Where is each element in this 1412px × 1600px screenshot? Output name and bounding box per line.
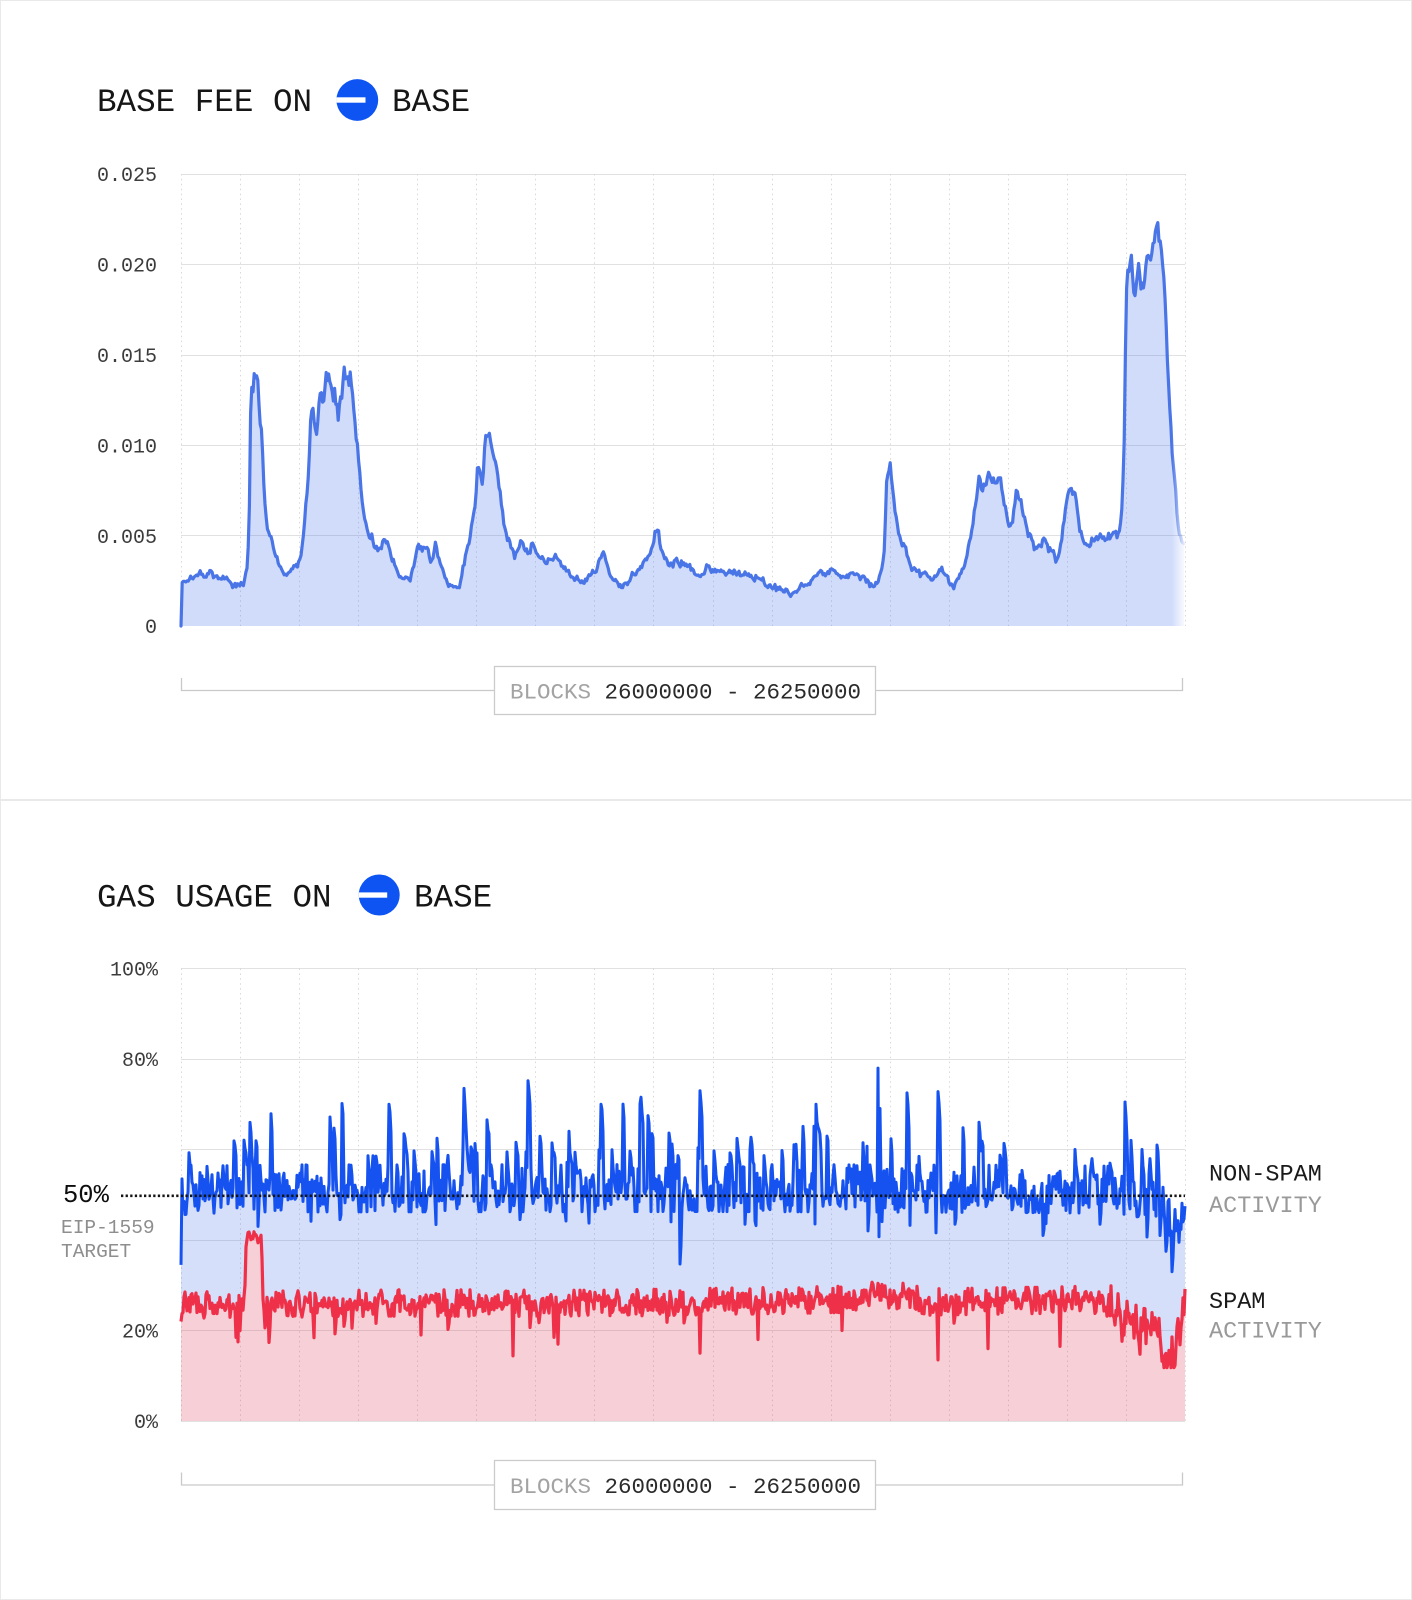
svg-text:BASE: BASE — [414, 880, 492, 917]
svg-text:BASE: BASE — [392, 84, 470, 121]
svg-text:ACTIVITY: ACTIVITY — [1209, 1193, 1322, 1220]
svg-text:0.015: 0.015 — [97, 346, 157, 369]
svg-text:TARGET: TARGET — [61, 1241, 131, 1263]
svg-text:0.010: 0.010 — [97, 436, 157, 459]
svg-text:100%: 100% — [110, 960, 159, 983]
svg-text:BASE FEE ON: BASE FEE ON — [97, 84, 312, 121]
svg-text:EIP-1559: EIP-1559 — [61, 1217, 155, 1239]
svg-text:0.005: 0.005 — [97, 527, 157, 550]
svg-text:BLOCKS 26000000 - 26250000: BLOCKS 26000000 - 26250000 — [510, 680, 861, 706]
svg-text:0: 0 — [145, 617, 157, 640]
svg-text:0.020: 0.020 — [97, 256, 157, 279]
svg-text:ACTIVITY: ACTIVITY — [1209, 1319, 1322, 1346]
svg-text:NON-SPAM: NON-SPAM — [1209, 1162, 1322, 1189]
svg-text:0%: 0% — [134, 1412, 159, 1435]
svg-text:80%: 80% — [122, 1050, 159, 1073]
svg-text:BLOCKS 26000000 - 26250000: BLOCKS 26000000 - 26250000 — [510, 1474, 861, 1500]
svg-text:0.025: 0.025 — [97, 165, 157, 188]
svg-text:GAS USAGE ON: GAS USAGE ON — [97, 880, 332, 917]
svg-text:20%: 20% — [122, 1322, 159, 1345]
svg-text:SPAM: SPAM — [1209, 1289, 1265, 1316]
svg-text:50%: 50% — [63, 1181, 110, 1210]
